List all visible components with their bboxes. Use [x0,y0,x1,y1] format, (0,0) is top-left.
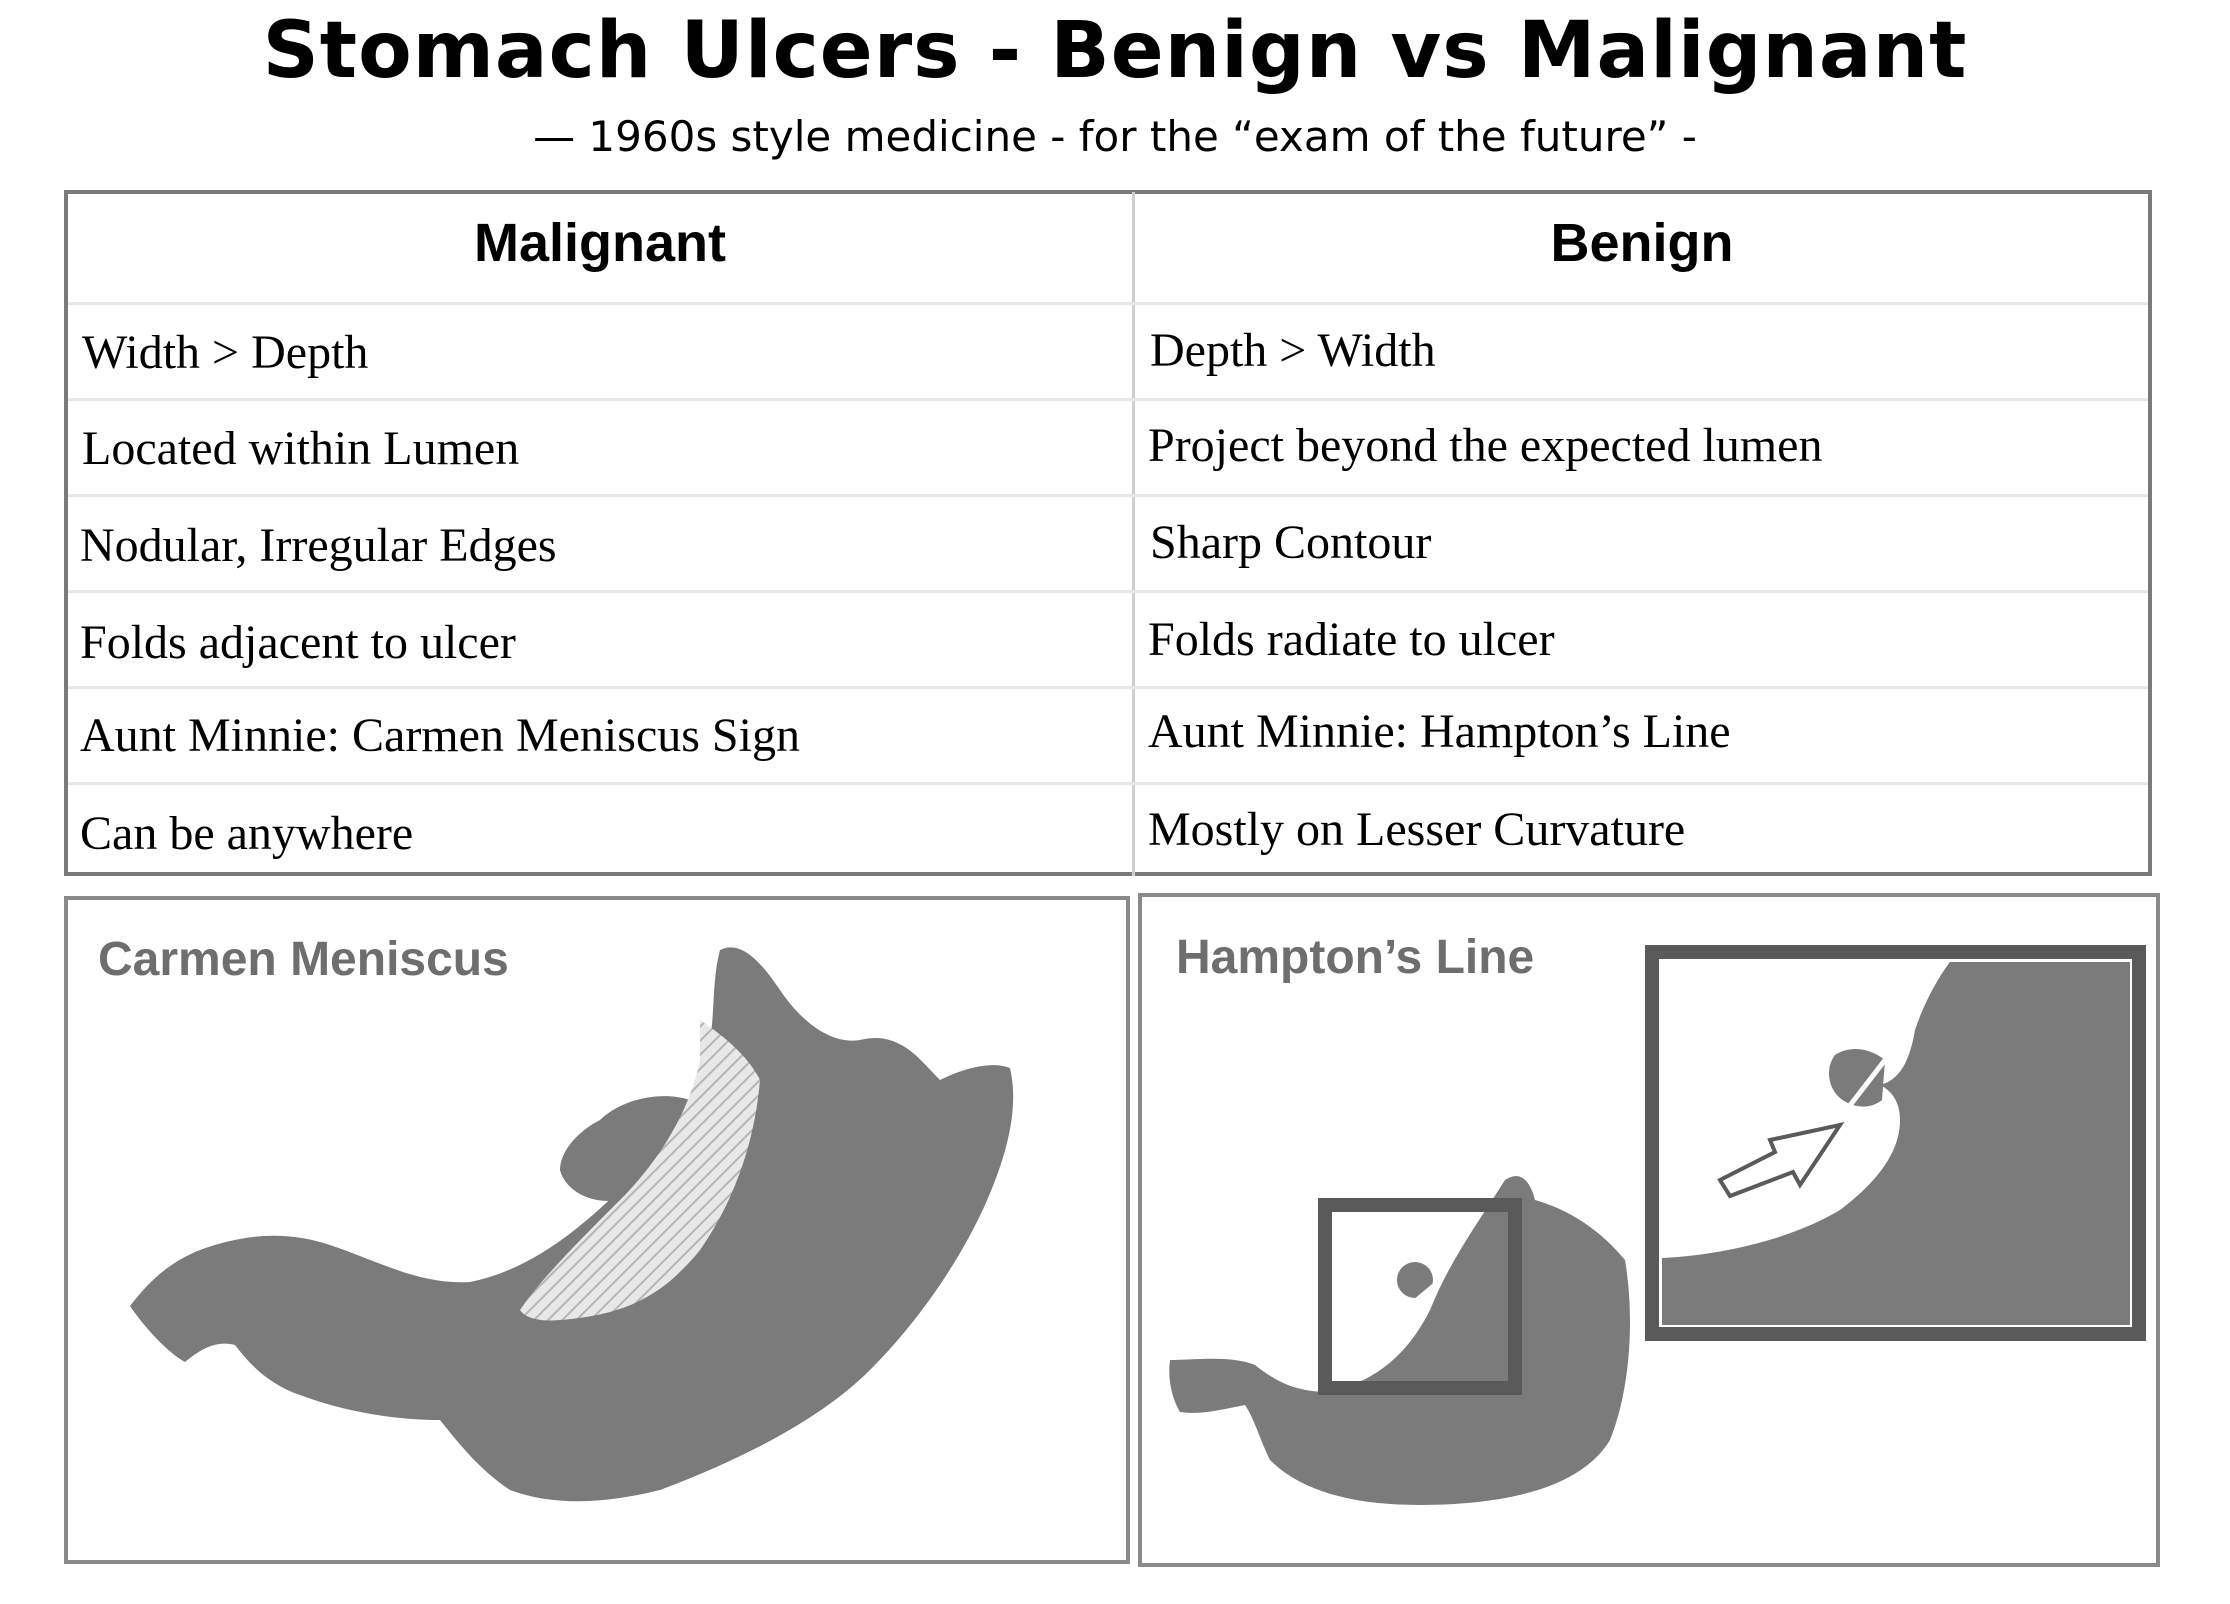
ulcer-crater [1397,1262,1433,1298]
ulcer-crater [1828,1048,1885,1107]
benign-cell: Aunt Minnie: Hampton’s Line [1148,705,1731,758]
malignant-cell: Folds adjacent to ulcer [80,616,516,669]
column-header-benign: Benign [1550,213,1734,273]
zoom-frame-small [1318,1198,1522,1395]
hamptons-line-mark [1408,1278,1442,1307]
comparison-table [64,190,2152,876]
row-divider [68,590,2148,593]
malignant-cell: Nodular, Irregular Edges [80,519,557,572]
malignant-cell: Width > Depth [82,326,369,379]
hamptons-line-label: Hampton’s Line [1176,931,1535,984]
page-subtitle: — 1960s style medicine - for the “exam o… [533,112,1697,161]
hamptons-line-mark [1846,1058,1887,1110]
malignant-cell: Can be anywhere [80,807,414,860]
stomach-shape [1169,1176,1630,1505]
benign-cell: Sharp Contour [1150,516,1432,569]
meniscus-shadow [520,1020,760,1321]
benign-cell: Mostly on Lesser Curvature [1148,803,1686,856]
malignant-cell: Aunt Minnie: Carmen Meniscus Sign [80,709,800,762]
row-divider [68,782,2148,785]
malignant-cell: Located within Lumen [82,422,520,475]
arrow-icon [1717,1122,1845,1199]
column-divider [1132,192,1135,876]
stomach-zoomed [1662,962,2130,1325]
row-divider [68,686,2148,689]
column-header-malignant: Malignant [474,213,726,273]
carmen-meniscus-label: Carmen Meniscus [98,933,509,986]
stomach-shape [130,947,1014,1502]
row-divider [68,494,2148,497]
row-divider [68,302,2148,305]
benign-cell: Folds radiate to ulcer [1148,613,1555,666]
benign-cell: Project beyond the expected lumen [1148,419,1823,472]
page-title: Stomach Ulcers - Benign vs Malignant [262,6,1968,96]
benign-cell: Depth > Width [1150,324,1436,377]
row-divider [68,398,2148,401]
